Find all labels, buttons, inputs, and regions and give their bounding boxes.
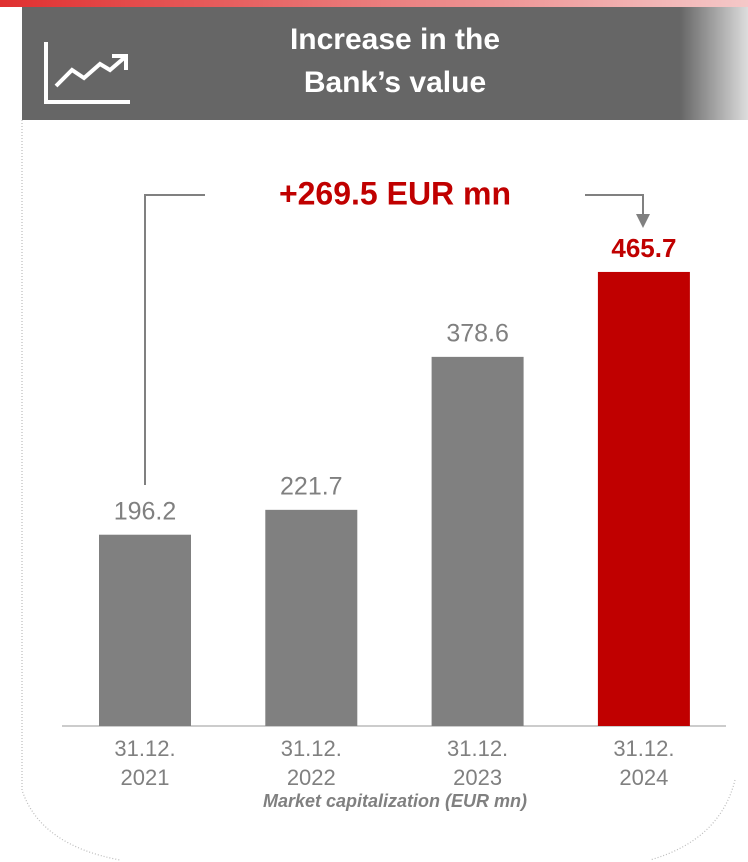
annotation-bracket [144, 194, 644, 485]
bar [597, 271, 690, 726]
value-label: 465.7 [611, 233, 676, 263]
bar [265, 509, 358, 726]
x-tick-label: 2022 [287, 765, 336, 790]
chart-title: Increase in the [290, 23, 500, 56]
top-strip [0, 0, 748, 7]
header-band [22, 7, 682, 120]
header-icon [44, 42, 130, 104]
value-label: 378.6 [446, 319, 509, 347]
x-tick-label: 2021 [121, 765, 170, 790]
x-tick-label: 31.12. [447, 736, 508, 761]
x-tick-label: 31.12. [114, 736, 175, 761]
x-axis-label: Market capitalization (EUR mn) [263, 791, 527, 811]
x-tick-label: 2024 [619, 765, 668, 790]
annotation-arrow [636, 214, 650, 228]
value-label: 221.7 [280, 472, 343, 500]
chart-title: Bank’s value [304, 66, 486, 99]
annotation: +269.5 EUR mn [279, 175, 511, 211]
value-label: 196.2 [114, 497, 177, 525]
bar [431, 356, 524, 726]
bar [99, 534, 191, 726]
x-tick-label: 31.12. [613, 736, 674, 761]
frame-border [21, 120, 736, 861]
x-tick-label: 31.12. [281, 736, 342, 761]
header-fade [680, 7, 748, 120]
x-tick-label: 2023 [453, 765, 502, 790]
